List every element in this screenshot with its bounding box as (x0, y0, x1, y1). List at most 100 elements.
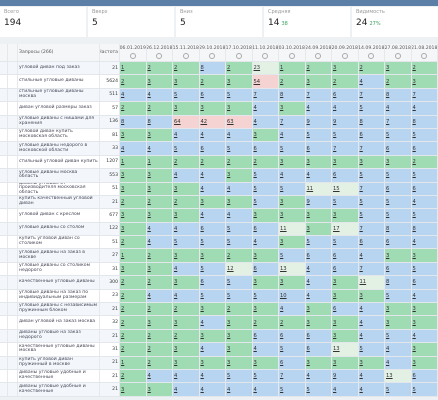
position-cell: 6 (279, 356, 306, 369)
position-cell: 3 (226, 195, 253, 209)
position-cell: 3 (305, 356, 332, 369)
row-icon (8, 169, 18, 182)
position-cell: 4 (173, 369, 200, 383)
position: 5 (174, 91, 178, 98)
position-cell: 2 (199, 75, 226, 88)
position: 54 (253, 78, 261, 85)
position: 2 (174, 306, 178, 313)
position-cell: 5 (385, 128, 412, 142)
position: 5 (333, 239, 337, 246)
position: 3 (280, 105, 284, 112)
stat-value-row: 5 (92, 18, 170, 28)
position: 3 (147, 132, 151, 139)
position-cell: 13 (279, 262, 306, 276)
position-cell: 42 (199, 115, 226, 128)
position: 15 (333, 185, 340, 192)
position: 2 (227, 65, 231, 72)
position-cell: 2 (146, 102, 173, 115)
position: 6 (253, 266, 257, 273)
row-icon (8, 356, 18, 369)
position-cell: 5 (252, 195, 279, 209)
position-cell: 6 (279, 329, 306, 343)
position: 8 (280, 91, 284, 98)
position-cell: 6 (385, 182, 412, 195)
position-cell: 4 (305, 289, 332, 303)
position-cell: 1 (146, 155, 173, 169)
position-cell: 5 (252, 369, 279, 383)
position: 5 (386, 172, 390, 179)
position: 2 (121, 306, 125, 313)
position-cell: 4 (411, 102, 438, 115)
position-cell: 4 (173, 262, 200, 276)
position: 3 (306, 306, 310, 313)
position-cell: 4 (305, 102, 332, 115)
position: 3 (174, 185, 178, 192)
position: 2 (227, 252, 231, 259)
frequency: 21 (100, 356, 120, 369)
position-cell: 5 (226, 222, 253, 236)
position: 5 (227, 292, 231, 299)
position: 3 (227, 333, 231, 339)
position-cell: 3 (226, 343, 253, 356)
position-cell: 2 (226, 249, 253, 262)
table-row: угловой диван под заказ 21 1 2 2 8 2 23 1 2 3 2 3 2 (0, 62, 438, 76)
position-cell: 3 (146, 75, 173, 88)
position: 3 (333, 333, 337, 339)
position-cell: 2 (146, 343, 173, 356)
position: 4 (253, 118, 257, 125)
position: 2 (147, 65, 151, 72)
position-cell: 5 (358, 195, 385, 209)
position-cell: 6 (332, 249, 359, 262)
date-header: 14.09.2018 (359, 44, 385, 61)
query: угловой диван с креслом (18, 209, 100, 222)
stat-label: Средняя (268, 9, 291, 15)
position: 3 (121, 132, 125, 139)
row-icon (8, 195, 18, 209)
position-cell: 3 (385, 316, 412, 329)
position: 3 (280, 199, 284, 206)
stat-sub: 27% (369, 21, 381, 27)
position: 4 (306, 373, 310, 380)
position: 5 (200, 292, 204, 299)
position: 4 (306, 172, 310, 179)
position: 3 (200, 105, 204, 112)
position-cell: 2 (332, 75, 359, 88)
position: 6 (333, 306, 337, 313)
position-cell: 4 (252, 115, 279, 128)
position-cell: 6 (252, 142, 279, 155)
table-row: диваны угловые от производителя московск… (0, 182, 438, 196)
position-cell: 4 (146, 142, 173, 155)
frequency: 51 (100, 182, 120, 195)
position-cell: 3 (252, 209, 279, 222)
position: 4 (386, 359, 390, 366)
stats-cards: Всего 194 Вверх 5 Вниз 5 Средняя 14 38 Видимость 2… (0, 7, 438, 37)
position: 3 (227, 172, 231, 179)
position-cell: 3 (358, 289, 385, 303)
frequency: 511 (100, 88, 120, 102)
checkbox-col (0, 44, 8, 61)
position: 2 (227, 158, 231, 165)
position: 3 (333, 292, 337, 299)
checkbox (0, 303, 8, 316)
query: диваны угловые удобные и качественные (18, 383, 100, 396)
stat-label: Всего (4, 9, 19, 15)
position-cell: 3 (226, 75, 253, 88)
position-cell: 1 (120, 62, 147, 75)
position-cell: 3 (358, 356, 385, 369)
position-cell: 5 (226, 236, 253, 249)
top-bar (0, 0, 438, 6)
position-cell: 2 (226, 303, 253, 316)
position: 4 (412, 199, 416, 206)
position-cell: 6 (385, 142, 412, 155)
position: 5 (280, 185, 284, 192)
position: 2 (412, 158, 416, 165)
position-cell: 5 (332, 195, 359, 209)
position-cell: 9 (332, 369, 359, 383)
query: купить качественный угловой диван (18, 195, 100, 209)
position-cell: 7 (385, 115, 412, 128)
position: 3 (333, 158, 337, 165)
table-row: угловые диваны на заказ по индивидуальны… (0, 289, 438, 304)
position-cell: 11 (305, 182, 332, 195)
position-cell: 3 (305, 75, 332, 88)
position-cell: 3 (146, 209, 173, 222)
